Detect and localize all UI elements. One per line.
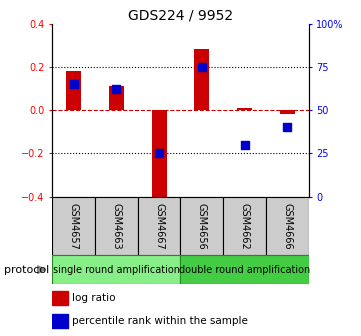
Point — [113, 87, 119, 92]
Bar — [52, 197, 95, 255]
Point — [71, 81, 77, 87]
Bar — [223, 197, 266, 255]
Text: GSM4666: GSM4666 — [282, 203, 292, 249]
Point — [242, 142, 247, 148]
Point — [199, 64, 205, 70]
Point — [156, 151, 162, 156]
Text: GSM4662: GSM4662 — [240, 203, 249, 249]
Bar — [180, 255, 309, 284]
Bar — [66, 71, 81, 110]
Bar — [266, 197, 309, 255]
Bar — [52, 255, 180, 284]
Bar — [194, 49, 209, 110]
Bar — [95, 197, 138, 255]
Bar — [52, 314, 68, 328]
Title: GDS224 / 9952: GDS224 / 9952 — [128, 8, 233, 23]
Point — [284, 125, 290, 130]
Bar — [280, 110, 295, 114]
Text: GSM4657: GSM4657 — [69, 203, 79, 249]
Text: protocol: protocol — [4, 265, 49, 275]
Text: percentile rank within the sample: percentile rank within the sample — [71, 316, 247, 326]
Bar — [52, 291, 68, 305]
Text: log ratio: log ratio — [71, 293, 115, 303]
Text: single round amplification: single round amplification — [53, 265, 180, 275]
Text: GSM4663: GSM4663 — [112, 203, 121, 249]
Bar — [180, 197, 223, 255]
Bar — [138, 197, 180, 255]
Bar — [152, 110, 167, 201]
Text: double round amplification: double round amplification — [179, 265, 310, 275]
Text: GSM4656: GSM4656 — [197, 203, 207, 249]
Text: GSM4667: GSM4667 — [154, 203, 164, 249]
Bar — [237, 108, 252, 110]
Bar — [109, 86, 124, 110]
